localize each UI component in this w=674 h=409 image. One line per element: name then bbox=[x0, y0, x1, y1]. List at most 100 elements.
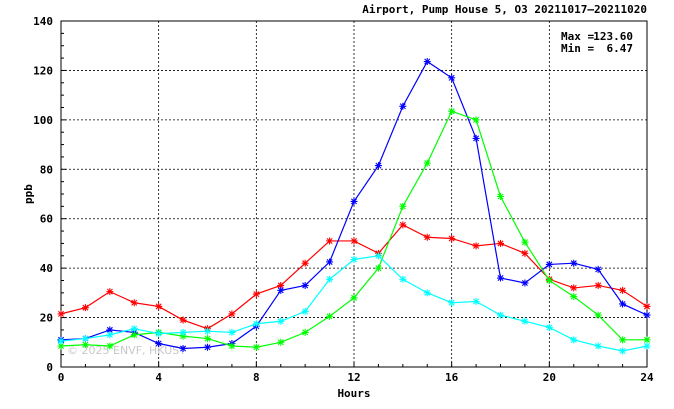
axis-ticks: 0 4 8 12 16 20 24 0 20 40 60 80 100 120 140 bbox=[33, 15, 654, 384]
data-point-marker bbox=[57, 342, 65, 350]
data-point-marker bbox=[179, 316, 187, 324]
data-point-marker bbox=[130, 325, 138, 333]
x-tick-label: 0 bbox=[58, 371, 65, 384]
data-point-marker bbox=[301, 328, 309, 336]
data-point-marker bbox=[399, 221, 407, 229]
data-point-marker bbox=[155, 302, 163, 310]
series-0 bbox=[57, 221, 651, 333]
data-point-marker bbox=[497, 239, 504, 247]
data-point-marker bbox=[350, 294, 358, 302]
data-point-marker bbox=[423, 58, 431, 66]
data-point-marker bbox=[228, 342, 236, 350]
data-point-marker bbox=[497, 192, 504, 200]
data-point-marker bbox=[423, 233, 431, 241]
y-tick-label: 60 bbox=[40, 213, 53, 226]
data-point-marker bbox=[252, 320, 260, 328]
data-point-marker bbox=[423, 159, 431, 167]
data-point-marker bbox=[619, 300, 627, 308]
x-tick-label: 8 bbox=[253, 371, 260, 384]
y-tick-label: 0 bbox=[46, 361, 53, 374]
series-layer bbox=[57, 58, 651, 355]
data-point-marker bbox=[130, 331, 138, 339]
data-point-marker bbox=[350, 197, 358, 205]
data-point-marker bbox=[204, 327, 211, 335]
data-point-marker bbox=[594, 342, 602, 350]
data-point-marker bbox=[594, 265, 602, 273]
gridlines bbox=[61, 21, 647, 367]
data-point-marker bbox=[399, 102, 407, 110]
y-tick-label: 140 bbox=[33, 15, 53, 28]
data-point-marker bbox=[326, 312, 334, 320]
chart-title: Airport, Pump House 5, O3 20211017–20211… bbox=[362, 3, 647, 16]
data-point-marker bbox=[106, 288, 114, 296]
data-point-marker bbox=[277, 281, 285, 289]
data-point-marker bbox=[57, 337, 65, 345]
y-tick-label: 100 bbox=[33, 114, 53, 127]
data-point-marker bbox=[130, 299, 138, 307]
data-point-marker bbox=[570, 259, 578, 267]
data-point-marker bbox=[301, 259, 309, 267]
min-label: Min = bbox=[561, 42, 594, 55]
data-point-marker bbox=[472, 242, 480, 250]
x-tick-label: 20 bbox=[543, 371, 556, 384]
data-point-marker bbox=[399, 275, 407, 283]
data-point-marker bbox=[521, 317, 529, 325]
data-point-marker bbox=[204, 335, 211, 343]
data-point-marker bbox=[350, 237, 358, 245]
watermark: © 2025 ENVF, HKUST bbox=[67, 344, 186, 357]
y-tick-label: 40 bbox=[40, 262, 53, 275]
data-point-marker bbox=[252, 343, 260, 351]
data-point-marker bbox=[81, 341, 89, 349]
data-point-marker bbox=[57, 310, 65, 318]
data-point-marker bbox=[570, 336, 578, 344]
data-point-marker bbox=[643, 342, 651, 350]
data-point-marker bbox=[643, 311, 651, 319]
x-tick-label: 24 bbox=[640, 371, 654, 384]
data-point-marker bbox=[81, 304, 89, 312]
data-point-marker bbox=[179, 332, 187, 340]
data-point-marker bbox=[252, 290, 260, 298]
data-point-marker bbox=[179, 344, 187, 352]
data-point-marker bbox=[448, 234, 456, 242]
data-point-marker bbox=[350, 255, 358, 263]
data-point-marker bbox=[326, 237, 334, 245]
data-point-marker bbox=[619, 347, 627, 355]
data-point-marker bbox=[570, 293, 578, 301]
data-point-marker bbox=[301, 307, 309, 315]
data-point-marker bbox=[106, 331, 114, 339]
data-point-marker bbox=[619, 336, 627, 344]
data-point-marker bbox=[643, 302, 651, 310]
data-point-marker bbox=[228, 310, 236, 318]
data-point-marker bbox=[301, 281, 309, 289]
data-point-marker bbox=[326, 258, 334, 266]
x-tick-label: 16 bbox=[445, 371, 459, 384]
data-point-marker bbox=[204, 343, 211, 351]
data-point-marker bbox=[472, 116, 480, 124]
data-point-marker bbox=[374, 252, 382, 260]
y-axis-label: ppb bbox=[22, 184, 35, 204]
data-point-marker bbox=[228, 328, 236, 336]
data-point-marker bbox=[594, 311, 602, 319]
data-point-marker bbox=[545, 323, 553, 331]
data-point-marker bbox=[521, 279, 529, 287]
series-3 bbox=[57, 252, 651, 355]
data-point-marker bbox=[399, 202, 407, 210]
data-point-marker bbox=[521, 249, 529, 257]
data-point-marker bbox=[106, 326, 114, 334]
data-point-marker bbox=[81, 335, 89, 343]
data-point-marker bbox=[619, 286, 627, 294]
data-point-marker bbox=[179, 328, 187, 336]
data-point-marker bbox=[472, 134, 480, 142]
data-point-marker bbox=[326, 275, 334, 283]
data-point-marker bbox=[448, 74, 456, 82]
data-point-marker bbox=[643, 336, 651, 344]
y-tick-label: 80 bbox=[40, 163, 53, 176]
data-point-marker bbox=[277, 338, 285, 346]
data-point-marker bbox=[570, 284, 578, 292]
data-point-marker bbox=[155, 330, 163, 338]
data-point-marker bbox=[277, 317, 285, 325]
data-point-marker bbox=[497, 311, 504, 319]
data-point-marker bbox=[448, 107, 456, 115]
data-point-marker bbox=[497, 274, 504, 282]
